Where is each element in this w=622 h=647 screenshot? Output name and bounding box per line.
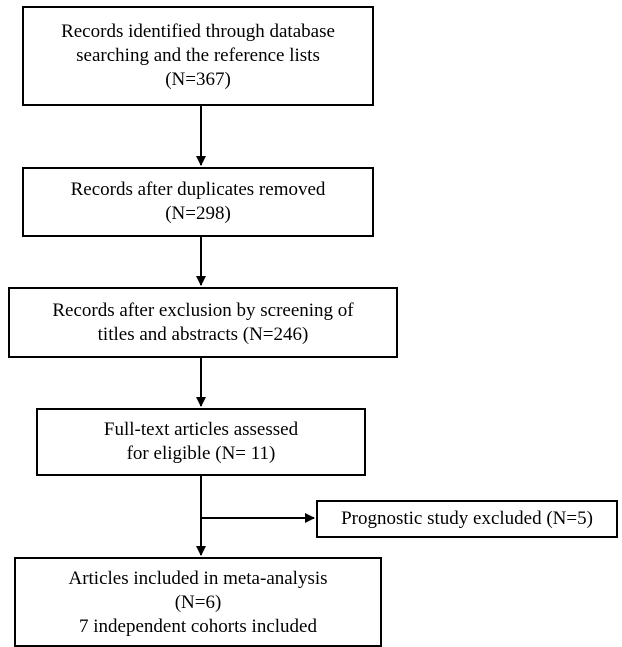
box-5-line-2: (N=6) <box>174 592 222 613</box>
box-3-line-1: Records after exclusion by screening of <box>52 299 354 321</box>
box-5-line-3: 7 independent cohorts included <box>79 616 317 637</box>
box-3-line-2: titles and abstracts (N=246) <box>97 323 309 345</box>
box-screening-exclusion: Records after exclusion by screening of … <box>8 287 398 358</box>
box-4-line-2: for eligible (N= 11) <box>126 443 276 464</box>
box-2-line-2: (N=298) <box>165 203 231 224</box>
box-5-line-1: Articles included in meta-analysis <box>68 568 328 589</box>
box-full-text-assessed: Full-text articles assessed for eligible… <box>36 408 366 476</box>
box-2-line-1: Records after duplicates removed <box>70 179 326 200</box>
box-4-line-1: Full-text articles assessed <box>103 419 299 440</box>
box-1-line-3: (N=367) <box>165 69 231 90</box>
box-articles-included: Articles included in meta-analysis (N=6)… <box>14 557 382 647</box>
box-records-identified: Records identified through database sear… <box>22 6 374 106</box>
exclusion-text: Prognostic study excluded (N=5) <box>341 508 593 529</box>
box-1-line-1: Records identified through database <box>61 21 335 42</box>
box-duplicates-removed: Records after duplicates removed (N=298) <box>22 167 374 237</box>
box-exclusion-prognostic: Prognostic study excluded (N=5) <box>316 500 618 538</box>
box-1-line-2: searching and the reference lists <box>76 45 320 66</box>
